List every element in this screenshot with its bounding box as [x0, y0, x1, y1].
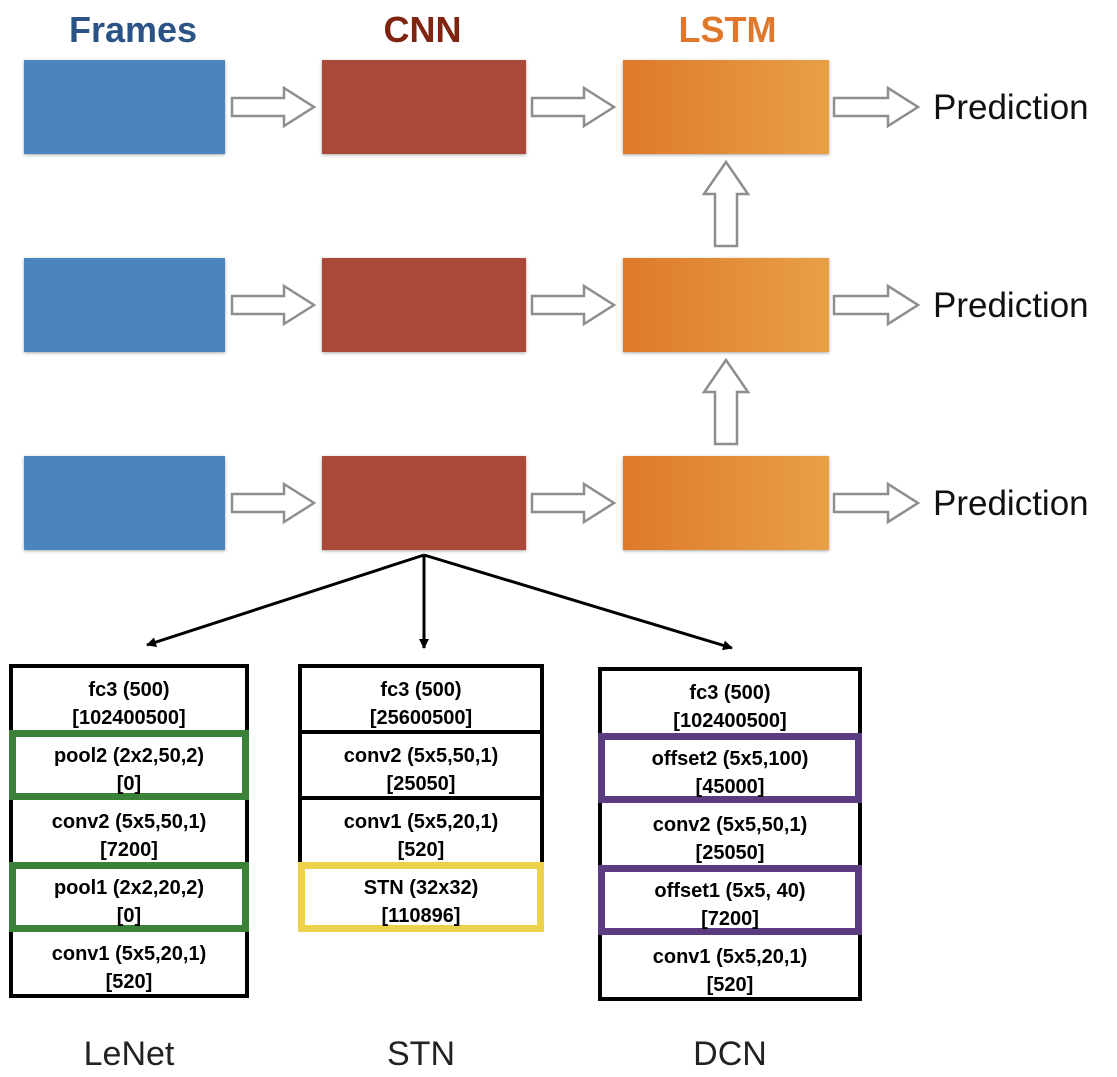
lstm-up-arrow-2	[701, 357, 751, 446]
lstm-title: LSTM	[678, 9, 777, 50]
layer-name: fc3 (500)	[380, 679, 462, 701]
cnn-to-lstm-arrow-1	[530, 85, 617, 129]
layer-params: [45000]	[695, 776, 765, 798]
layer-params: [7200]	[100, 839, 158, 861]
layer-params: [0]	[116, 905, 142, 927]
layer-name: offset1 (5x5, 40)	[654, 880, 806, 902]
lenet-layer-2: conv2 (5x5,50,1) [7200]	[9, 796, 249, 866]
frame-to-cnn-arrow-1	[230, 85, 317, 129]
flow-arrows	[230, 85, 921, 525]
layer-params: [7200]	[701, 908, 759, 930]
frames-title: Frames	[68, 9, 198, 50]
layer-name: STN (32x32)	[363, 877, 479, 899]
lenet-layer-1: pool2 (2x2,50,2) [0]	[9, 730, 249, 800]
lenet-layer-0: fc3 (500) [102400500]	[9, 664, 249, 734]
layer-name: fc3 (500)	[689, 682, 771, 704]
dcn-layer-0: fc3 (500) [102400500]	[598, 667, 862, 737]
cnn-block-1	[322, 60, 526, 154]
layer-params: [102400500]	[673, 710, 787, 732]
lenet-layer-3: pool1 (2x2,20,2) [0]	[9, 862, 249, 932]
layer-params: [25050]	[695, 842, 765, 864]
dcn-layer-1: offset2 (5x5,100) [45000]	[598, 733, 862, 803]
layer-params: [520]	[105, 971, 153, 993]
lenet-label: LeNet	[83, 1035, 175, 1073]
prediction-label-3: Prediction	[933, 484, 1089, 523]
dcn-layer-3: offset1 (5x5, 40) [7200]	[598, 865, 862, 935]
layer-params: [110896]	[381, 905, 461, 927]
layer-params: [520]	[397, 839, 445, 861]
layer-name: pool1 (2x2,20,2)	[53, 877, 205, 899]
layer-name: pool2 (2x2,50,2)	[53, 745, 205, 767]
layer-name: conv1 (5x5,20,1)	[343, 811, 499, 833]
lstm-to-prediction-arrow-3	[832, 481, 921, 525]
layer-name: conv1 (5x5,20,1)	[652, 946, 808, 968]
lstm-to-prediction-arrow-2	[832, 283, 921, 327]
stn-layer-3: STN (32x32) [110896]	[298, 862, 544, 932]
branch-arrows	[146, 553, 733, 651]
layer-params: [0]	[116, 773, 142, 795]
layer-name: offset2 (5x5,100)	[651, 748, 809, 770]
lstm-to-prediction-arrow-1	[832, 85, 921, 129]
dcn-layer-2: conv2 (5x5,50,1) [25050]	[598, 799, 862, 869]
stn-layer-0: fc3 (500) [25600500]	[298, 664, 544, 734]
layer-name: conv2 (5x5,50,1)	[343, 745, 499, 767]
stn-layer-1: conv2 (5x5,50,1) [25050]	[298, 730, 544, 800]
layer-params: [520]	[706, 974, 754, 996]
frame-block-3	[24, 456, 225, 550]
frame-to-cnn-arrow-2	[230, 283, 317, 327]
cnn-to-lstm-arrow-2	[530, 283, 617, 327]
cnn-block-2	[322, 258, 526, 352]
dcn-layer-stack: fc3 (500) [102400500] offset2 (5x5,100) [45…	[598, 667, 862, 1001]
stn-label: STN	[387, 1035, 455, 1073]
prediction-label-1: Prediction	[933, 88, 1089, 127]
stn-layer-stack: fc3 (500) [25600500] conv2 (5x5,50,1) [2505…	[298, 664, 544, 932]
frame-to-cnn-arrow-3	[230, 481, 317, 525]
arrow-to-lenet	[146, 553, 425, 647]
stn-layer-2: conv1 (5x5,20,1) [520]	[298, 796, 544, 866]
layer-params: [102400500]	[72, 707, 186, 729]
frame-block-1	[24, 60, 225, 154]
dcn-label: DCN	[693, 1035, 767, 1073]
dcn-layer-4: conv1 (5x5,20,1) [520]	[598, 931, 862, 1001]
frame-block-2	[24, 258, 225, 352]
layer-params: [25600500]	[369, 707, 473, 729]
lenet-layer-4: conv1 (5x5,20,1) [520]	[9, 928, 249, 998]
cnn-to-lstm-arrow-3	[530, 481, 617, 525]
prediction-label-2: Prediction	[933, 286, 1089, 325]
layer-name: conv2 (5x5,50,1)	[51, 811, 207, 833]
lstm-up-arrow-1	[701, 159, 751, 248]
lstm-block-3	[623, 456, 829, 550]
layer-name: conv1 (5x5,20,1)	[51, 943, 207, 965]
lstm-block-2	[623, 258, 829, 352]
layer-params: [25050]	[386, 773, 456, 795]
cnn-title: CNN	[383, 9, 462, 50]
arrow-to-dcn	[423, 553, 733, 651]
layer-name: fc3 (500)	[88, 679, 170, 701]
lenet-layer-stack: fc3 (500) [102400500] pool2 (2x2,50,2) [0] c…	[9, 664, 249, 998]
layer-name: conv2 (5x5,50,1)	[652, 814, 808, 836]
cnn-block-3	[322, 456, 526, 550]
lstm-block-1	[623, 60, 829, 154]
